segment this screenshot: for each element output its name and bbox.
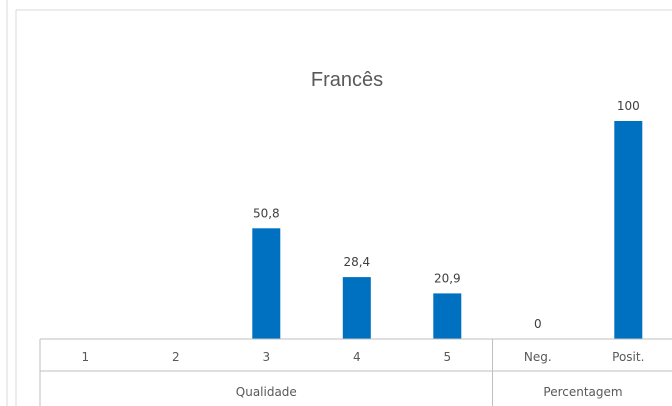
group-label: Qualidade: [236, 385, 297, 399]
tick-label: 2: [172, 350, 180, 364]
data-label: 28,4: [343, 255, 370, 269]
bar-posit: [614, 121, 643, 339]
chart-title: Francês: [311, 69, 383, 91]
data-label: 20,9: [434, 271, 461, 285]
data-label: 50,8: [253, 206, 280, 220]
tick-label: 3: [262, 350, 270, 364]
data-label: 100: [617, 99, 640, 113]
bar-5: [433, 293, 462, 339]
tick-label: 5: [443, 350, 451, 364]
tick-label: Posit.: [612, 350, 644, 364]
group-label: Percentagem: [543, 385, 622, 399]
tick-label: 1: [81, 350, 89, 364]
tick-label: Neg.: [524, 350, 552, 364]
bar-3: [252, 228, 281, 339]
bar-4: [342, 277, 371, 339]
data-label: 0: [534, 317, 542, 331]
tick-label: 4: [353, 350, 361, 364]
